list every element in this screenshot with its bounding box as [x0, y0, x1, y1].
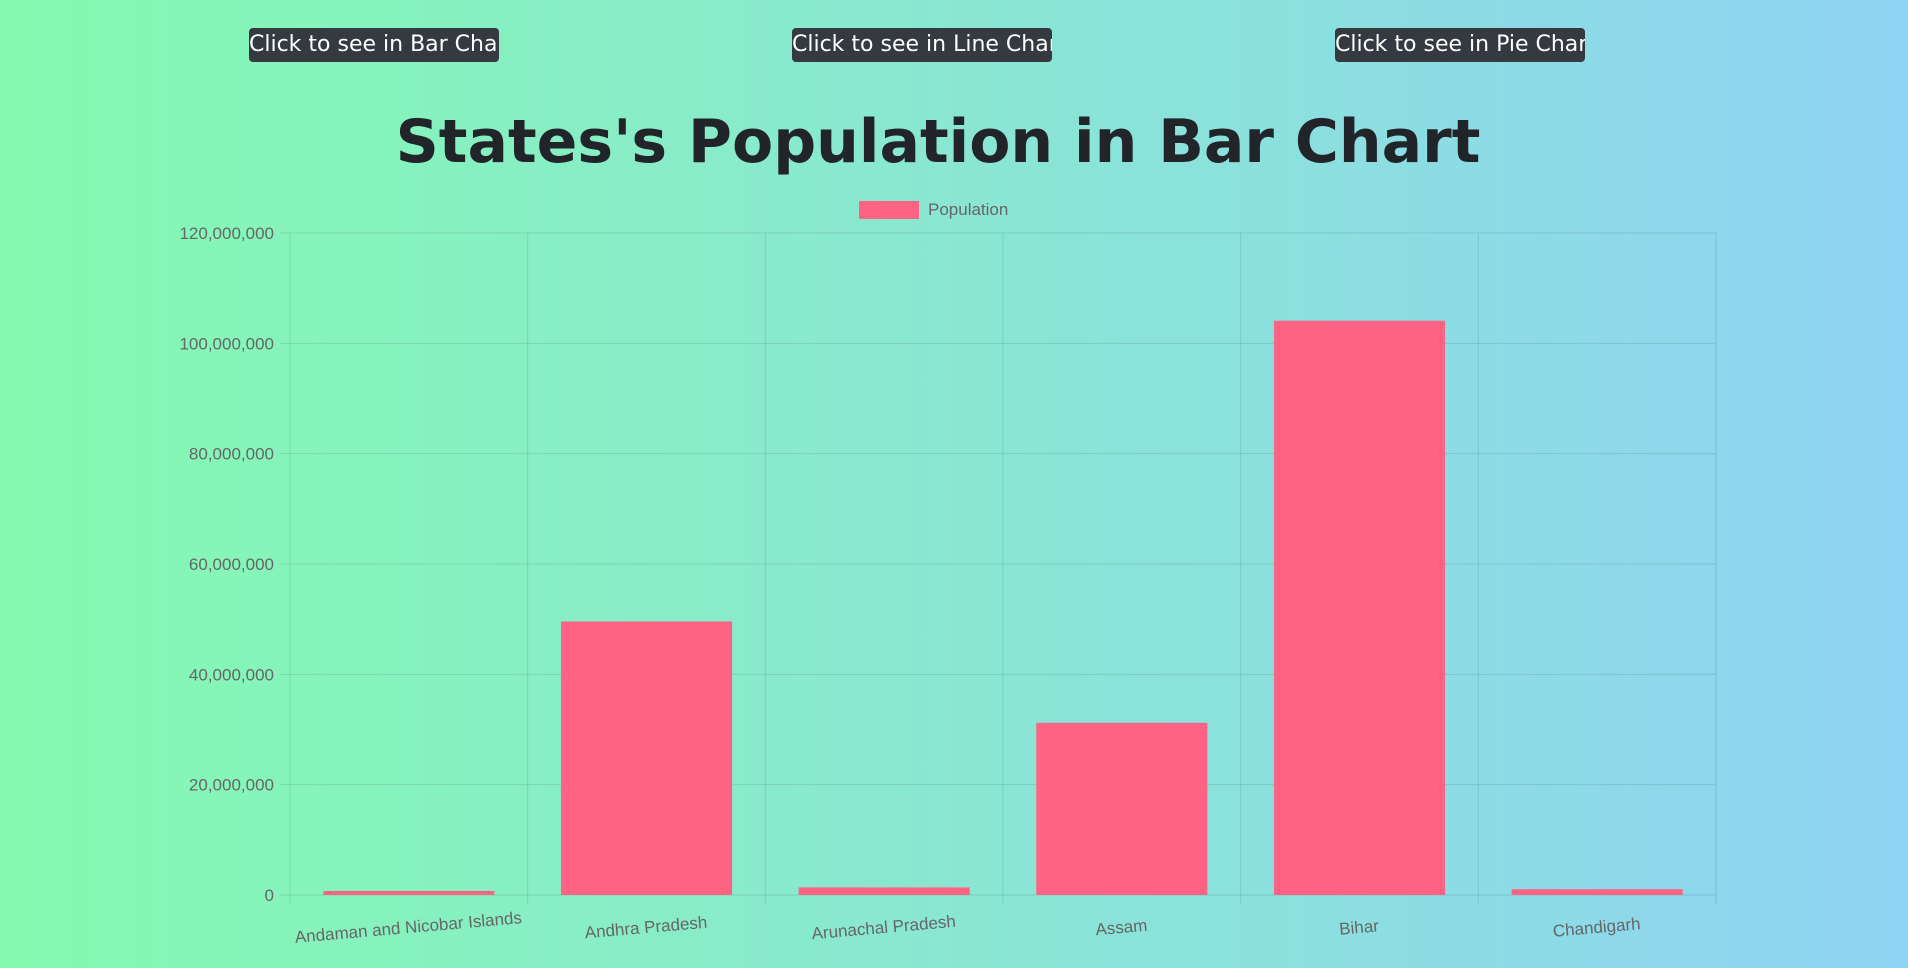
y-tick-label: 100,000,000: [179, 334, 274, 353]
bar-andhra-pradesh[interactable]: [560, 621, 733, 895]
x-tick-label: Andaman and Nicobar Islands: [294, 908, 523, 947]
bar-arunachal-pradesh[interactable]: [798, 887, 970, 895]
bar-chart-button[interactable]: Click to see in Bar Chart: [249, 28, 499, 62]
y-tick-label: 80,000,000: [189, 445, 274, 464]
legend-swatch[interactable]: [859, 201, 919, 219]
pie-chart-button[interactable]: Click to see in Pie Chart: [1335, 28, 1585, 62]
chart-grid: [280, 232, 1717, 905]
population-bar-chart: 0 20,000,000 40,000,000 60,000,000 80,000,00…: [179, 200, 1717, 947]
page-title: States's Population in Bar Chart: [395, 107, 1481, 177]
x-tick-label: Andhra Pradesh: [584, 913, 708, 943]
line-chart-button[interactable]: Click to see in Line Chart: [792, 28, 1052, 62]
y-tick-label: 120,000,000: [179, 224, 274, 243]
y-tick-label: 0: [265, 886, 274, 905]
x-axis: Andaman and Nicobar Islands Andhra Prades…: [294, 908, 1641, 947]
y-tick-label: 40,000,000: [189, 665, 274, 684]
chart-legend[interactable]: Population: [859, 200, 1008, 219]
y-tick-label: 60,000,000: [189, 555, 274, 574]
x-tick-label: Bihar: [1338, 916, 1380, 938]
bar-chandigarh[interactable]: [1511, 889, 1683, 895]
chart-bars: [323, 320, 1683, 895]
bar-bihar[interactable]: [1273, 320, 1446, 895]
y-tick-label: 20,000,000: [189, 776, 274, 795]
y-axis: 0 20,000,000 40,000,000 60,000,000 80,000,00…: [179, 224, 274, 905]
bar-assam[interactable]: [1036, 722, 1208, 895]
x-tick-label: Arunachal Pradesh: [811, 912, 957, 944]
bar-andaman-and-nicobar-islands[interactable]: [323, 891, 495, 895]
x-tick-label: Assam: [1095, 916, 1148, 939]
legend-label[interactable]: Population: [928, 200, 1008, 219]
x-tick-label: Chandigarh: [1552, 914, 1641, 941]
